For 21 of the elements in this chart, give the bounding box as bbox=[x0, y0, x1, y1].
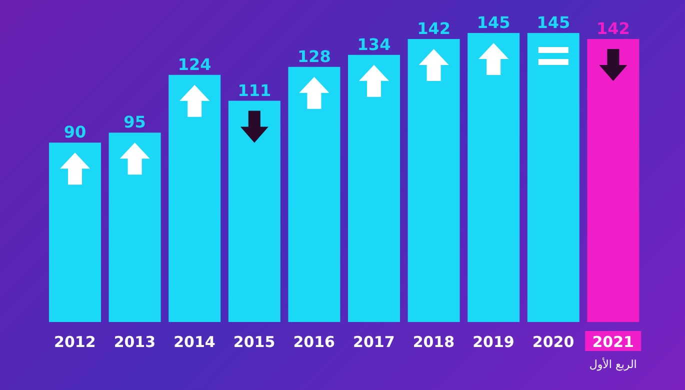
x-tick-label: 2017 bbox=[353, 333, 395, 351]
text: الربع الأول bbox=[589, 357, 637, 371]
x-tick-label: 2013 bbox=[114, 333, 156, 351]
data-label: 90 bbox=[64, 122, 86, 142]
x-tick-label: 2019 bbox=[472, 333, 514, 351]
data-label: 142 bbox=[596, 18, 630, 38]
x-tick-label: 2015 bbox=[233, 333, 276, 351]
data-label: 111 bbox=[238, 80, 272, 100]
data-label: 124 bbox=[178, 54, 212, 74]
x-tick-label: 2014 bbox=[174, 333, 216, 351]
data-label: 128 bbox=[297, 46, 331, 66]
data-label: 134 bbox=[357, 34, 391, 54]
data-label: 145 bbox=[476, 13, 510, 32]
data-label: 95 bbox=[124, 112, 146, 132]
x-tick-label: 2012 bbox=[54, 333, 96, 351]
x-tick-label: 2020 bbox=[532, 333, 574, 351]
x-tick-label: 2021 bbox=[592, 333, 634, 351]
data-label: 145 bbox=[536, 13, 570, 32]
x-tick-label: 2018 bbox=[412, 333, 455, 351]
data-label: 142 bbox=[417, 18, 451, 38]
x-tick-label: 2016 bbox=[293, 333, 335, 351]
